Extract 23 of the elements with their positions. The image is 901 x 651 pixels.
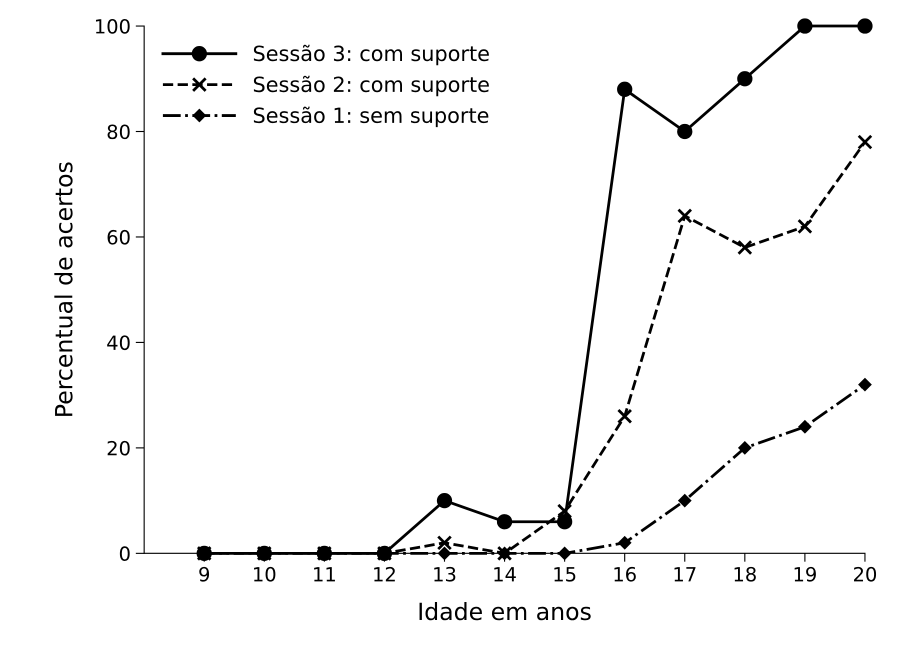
- x-tick-label: 13: [434, 566, 456, 582]
- x-axis-title: Idade em anos: [420, 602, 591, 620]
- x-tick-label: 16: [614, 566, 636, 582]
- x-tick-label: 18: [734, 566, 756, 582]
- x-tick-label: 20: [854, 566, 876, 582]
- x-tick-label: 14: [494, 567, 516, 582]
- y-tick-label: 60: [108, 230, 130, 245]
- x-tick-label: 19: [794, 566, 816, 582]
- legend-label: Sessão 1: sem suporte: [254, 106, 488, 128]
- y-tick-label: 40: [107, 335, 130, 350]
- x-tick-label: 17: [674, 567, 696, 582]
- y-tick-label: 80: [108, 124, 130, 140]
- legend-label: Sessão 3: com suporte: [254, 44, 489, 66]
- x-tick-label: 15: [554, 567, 576, 582]
- x-tick-label: 12: [374, 566, 395, 582]
- y-tick-label: 100: [96, 18, 130, 34]
- x-tick-label: 10: [254, 566, 276, 582]
- x-tick-label: 9: [199, 566, 210, 582]
- y-tick-label: 0: [120, 546, 130, 562]
- y-tick-label: 20: [108, 440, 130, 456]
- y-axis-title: Percentual de acertos: [54, 162, 73, 416]
- legend-label: Sessão 2: com suporte: [254, 76, 489, 96]
- x-tick-label: 11: [314, 567, 335, 582]
